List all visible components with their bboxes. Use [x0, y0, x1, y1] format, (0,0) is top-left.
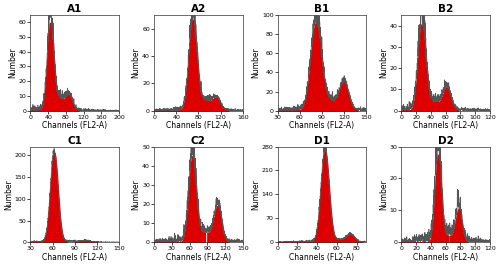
Y-axis label: Number: Number: [379, 179, 388, 210]
Y-axis label: Number: Number: [379, 47, 388, 78]
Title: D2: D2: [438, 136, 454, 146]
X-axis label: Channels (FL2-A): Channels (FL2-A): [413, 253, 478, 262]
X-axis label: Channels (FL2-A): Channels (FL2-A): [166, 121, 231, 130]
X-axis label: Channels (FL2-A): Channels (FL2-A): [290, 253, 354, 262]
Title: D1: D1: [314, 136, 330, 146]
X-axis label: Channels (FL2-A): Channels (FL2-A): [42, 253, 108, 262]
Title: A2: A2: [191, 4, 206, 14]
Title: A1: A1: [67, 4, 82, 14]
Y-axis label: Number: Number: [132, 47, 140, 78]
X-axis label: Channels (FL2-A): Channels (FL2-A): [42, 121, 108, 130]
X-axis label: Channels (FL2-A): Channels (FL2-A): [166, 253, 231, 262]
Y-axis label: Number: Number: [132, 179, 140, 210]
Y-axis label: Number: Number: [4, 179, 13, 210]
X-axis label: Channels (FL2-A): Channels (FL2-A): [290, 121, 354, 130]
Title: C1: C1: [68, 136, 82, 146]
Title: B1: B1: [314, 4, 330, 14]
Y-axis label: Number: Number: [252, 179, 260, 210]
Y-axis label: Number: Number: [8, 47, 17, 78]
X-axis label: Channels (FL2-A): Channels (FL2-A): [413, 121, 478, 130]
Title: B2: B2: [438, 4, 453, 14]
Title: C2: C2: [191, 136, 206, 146]
Y-axis label: Number: Number: [252, 47, 260, 78]
